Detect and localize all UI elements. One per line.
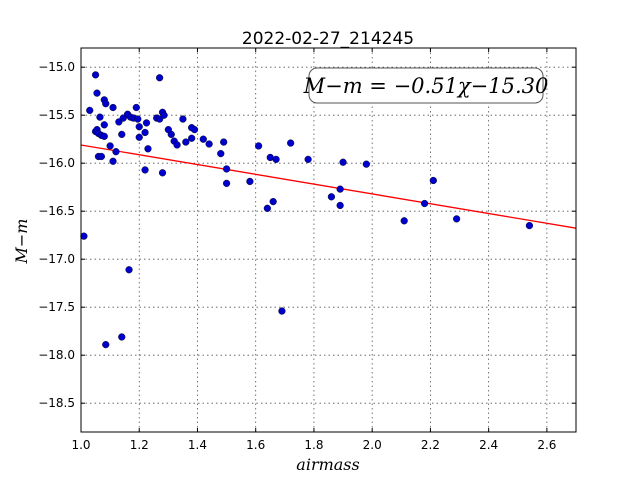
data-point: [362, 160, 370, 168]
data-point: [336, 185, 344, 193]
x-tick-label: 1.8: [304, 438, 323, 452]
y-tick-labels: −15.0 −15.5 −16.0 −16.5 −17.0 −17.5 −18.0 −18.5: [38, 60, 75, 410]
data-point: [263, 204, 271, 212]
data-point: [222, 179, 231, 187]
data-point: [125, 266, 133, 274]
data-point: [327, 193, 336, 201]
data-point: [135, 123, 143, 131]
data-point: [102, 100, 110, 108]
y-axis-label: M−m: [12, 219, 31, 265]
data-point: [144, 145, 152, 153]
data-point: [179, 115, 187, 123]
y-tick-label: −18.5: [38, 396, 75, 410]
data-point: [109, 103, 117, 112]
data-point: [173, 141, 181, 149]
fit-annotation: M−m = −0.51χ−15.30: [303, 67, 549, 104]
data-point: [272, 155, 280, 163]
y-tick-label: −15.5: [38, 108, 75, 122]
data-point: [102, 341, 110, 349]
x-tick-label: 2.0: [363, 438, 382, 452]
annotation-box: [308, 67, 544, 104]
x-tick-label: 2.2: [421, 438, 440, 452]
data-point: [100, 121, 108, 129]
data-point: [278, 307, 286, 315]
data-point: [336, 201, 344, 210]
y-tick-label: −18.0: [38, 348, 75, 362]
x-tick-label: 2.4: [479, 438, 498, 452]
data-point: [118, 333, 126, 341]
fit-line: [80, 144, 577, 229]
data-point: [199, 135, 207, 143]
data-point: [141, 128, 149, 137]
data-point: [220, 138, 228, 146]
data-point: [112, 148, 120, 156]
data-point: [118, 130, 126, 139]
data-point: [222, 165, 231, 173]
y-tick-label: −16.0: [38, 156, 75, 170]
data-point: [269, 198, 277, 206]
data-point: [100, 132, 108, 140]
data-point: [93, 89, 101, 97]
data-point: [420, 199, 429, 208]
data-point: [190, 126, 199, 134]
data-point: [135, 133, 143, 141]
data-point: [142, 119, 151, 127]
y-tick-label: −16.5: [38, 204, 75, 218]
x-tick-label: 2.6: [537, 438, 556, 452]
data-points: [80, 71, 534, 349]
data-point: [106, 142, 114, 150]
y-tick-label: −17.0: [38, 252, 75, 266]
y-tick-label: −15.0: [38, 60, 75, 74]
chart-title: 2022-02-27_214245: [242, 29, 414, 49]
data-point: [525, 222, 534, 230]
x-tick-label: 1.2: [130, 438, 149, 452]
annotation-text: M−m = −0.51χ−15.30: [303, 74, 549, 98]
data-point: [141, 166, 149, 174]
x-tick-label: 1.0: [71, 438, 90, 452]
data-point: [339, 158, 347, 166]
fit-line-group: [80, 144, 577, 229]
data-point: [97, 152, 105, 161]
x-tick-label: 1.6: [246, 438, 265, 452]
data-point: [217, 150, 225, 158]
ticks: [80, 48, 576, 432]
data-point: [287, 139, 295, 147]
y-tick-label: −17.5: [38, 300, 75, 314]
x-tick-label: 1.4: [188, 438, 207, 452]
data-point: [109, 157, 117, 165]
data-point: [86, 106, 94, 115]
data-point: [134, 115, 142, 123]
data-point: [132, 103, 140, 112]
data-point: [182, 138, 190, 146]
data-point: [255, 142, 263, 150]
data-point: [156, 74, 164, 82]
data-point: [188, 134, 196, 142]
data-point: [304, 155, 312, 163]
data-point: [453, 215, 461, 223]
grid: [80, 48, 576, 432]
data-point: [246, 177, 254, 186]
x-tick-labels: 1.0 1.2 1.4 1.6 1.8 2.0 2.2 2.4 2.6: [71, 438, 556, 452]
data-point: [96, 113, 104, 121]
data-point: [167, 130, 175, 139]
data-point: [160, 111, 168, 119]
data-point: [91, 71, 100, 79]
data-point: [429, 176, 437, 185]
data-point: [400, 217, 408, 225]
plot-frame: [80, 47, 577, 433]
data-point: [80, 232, 88, 240]
x-axis-label: airmass: [296, 455, 359, 474]
data-point: [158, 169, 167, 177]
data-point: [205, 140, 213, 148]
